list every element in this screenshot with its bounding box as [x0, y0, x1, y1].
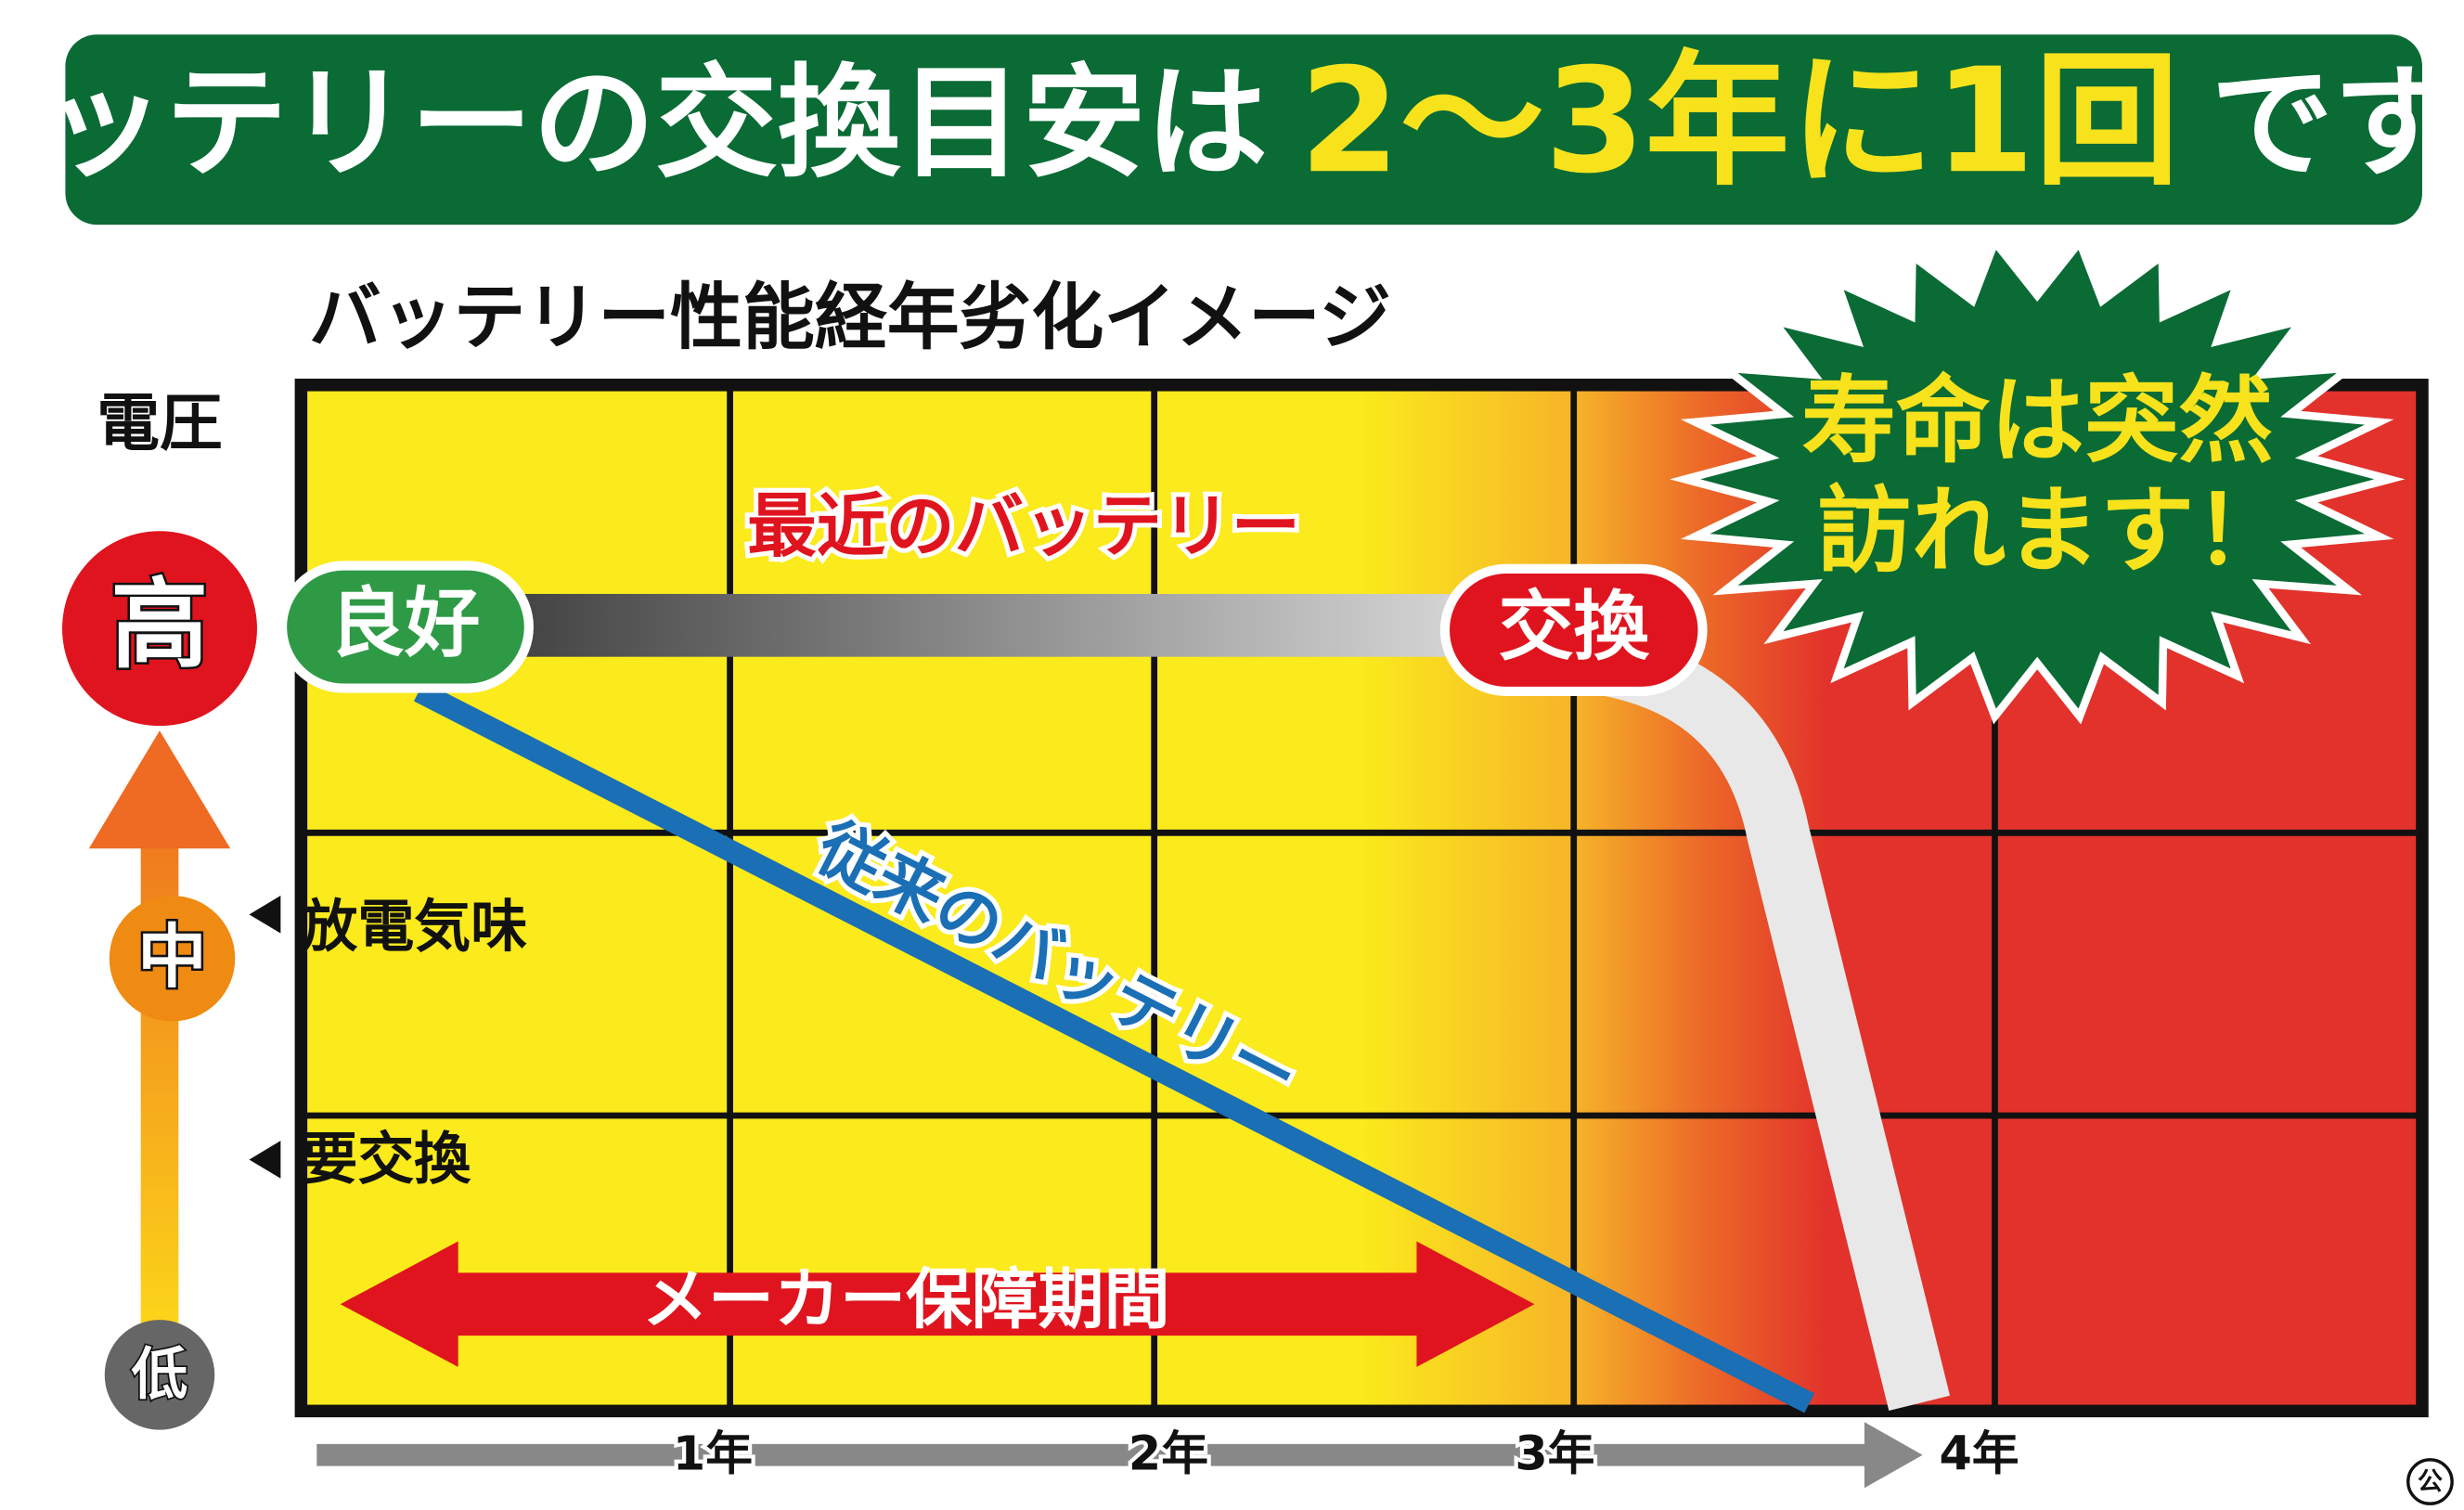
replace-needed-label: 要交換: [301, 1126, 471, 1192]
title-tail: です!!: [2211, 52, 2464, 195]
grid: [301, 384, 2422, 1412]
conventional-battery-line: [413, 681, 1815, 1413]
diagram-title: バッテリー性能経年劣化イメージ: [309, 277, 1391, 360]
y-axis-label: 電圧: [97, 386, 222, 459]
voltage-arrowhead: [88, 730, 231, 849]
recent-label: 最近のバッテリー: [747, 486, 1300, 567]
replace-badge: [1439, 563, 1708, 697]
recent-battery-bar: [410, 593, 1512, 657]
title-highlight: 2〜3年に1回: [1299, 37, 2179, 206]
high-label: 高: [111, 568, 209, 681]
mark-label: 公: [2418, 1468, 2443, 1497]
good-badge: [277, 561, 534, 693]
warranty-label: メーカー保障期間: [642, 1261, 1170, 1338]
warranty-arrow: [340, 1241, 1535, 1367]
marker-pointer: [249, 1141, 281, 1179]
mark-circle: [2406, 1458, 2454, 1505]
x-label: 4年: [1939, 1426, 2019, 1480]
replace-label: 交換: [1498, 584, 1649, 671]
x-label: 2年: [1129, 1426, 1208, 1480]
x-label: 3年: [1515, 1426, 1594, 1480]
mid-label: 中: [137, 917, 206, 998]
low-label: 低: [132, 1341, 188, 1407]
burst-line2: 訪れます！: [1817, 476, 2289, 586]
time-arrow: [316, 1422, 1923, 1489]
mid-circle: [109, 896, 236, 1022]
burst-line1: 寿命は突然: [1801, 366, 2273, 475]
discharged-label: 放電気味: [301, 894, 527, 960]
banner: [65, 34, 2422, 226]
good-label: 良好: [329, 581, 481, 668]
low-circle: [104, 1320, 215, 1430]
high-circle: [62, 531, 257, 727]
title-lead: バッテリーの交換目安は: [0, 52, 1268, 195]
x-label: 1年: [673, 1426, 753, 1480]
burst: [1670, 234, 2406, 725]
marker-pointer: [249, 896, 281, 934]
